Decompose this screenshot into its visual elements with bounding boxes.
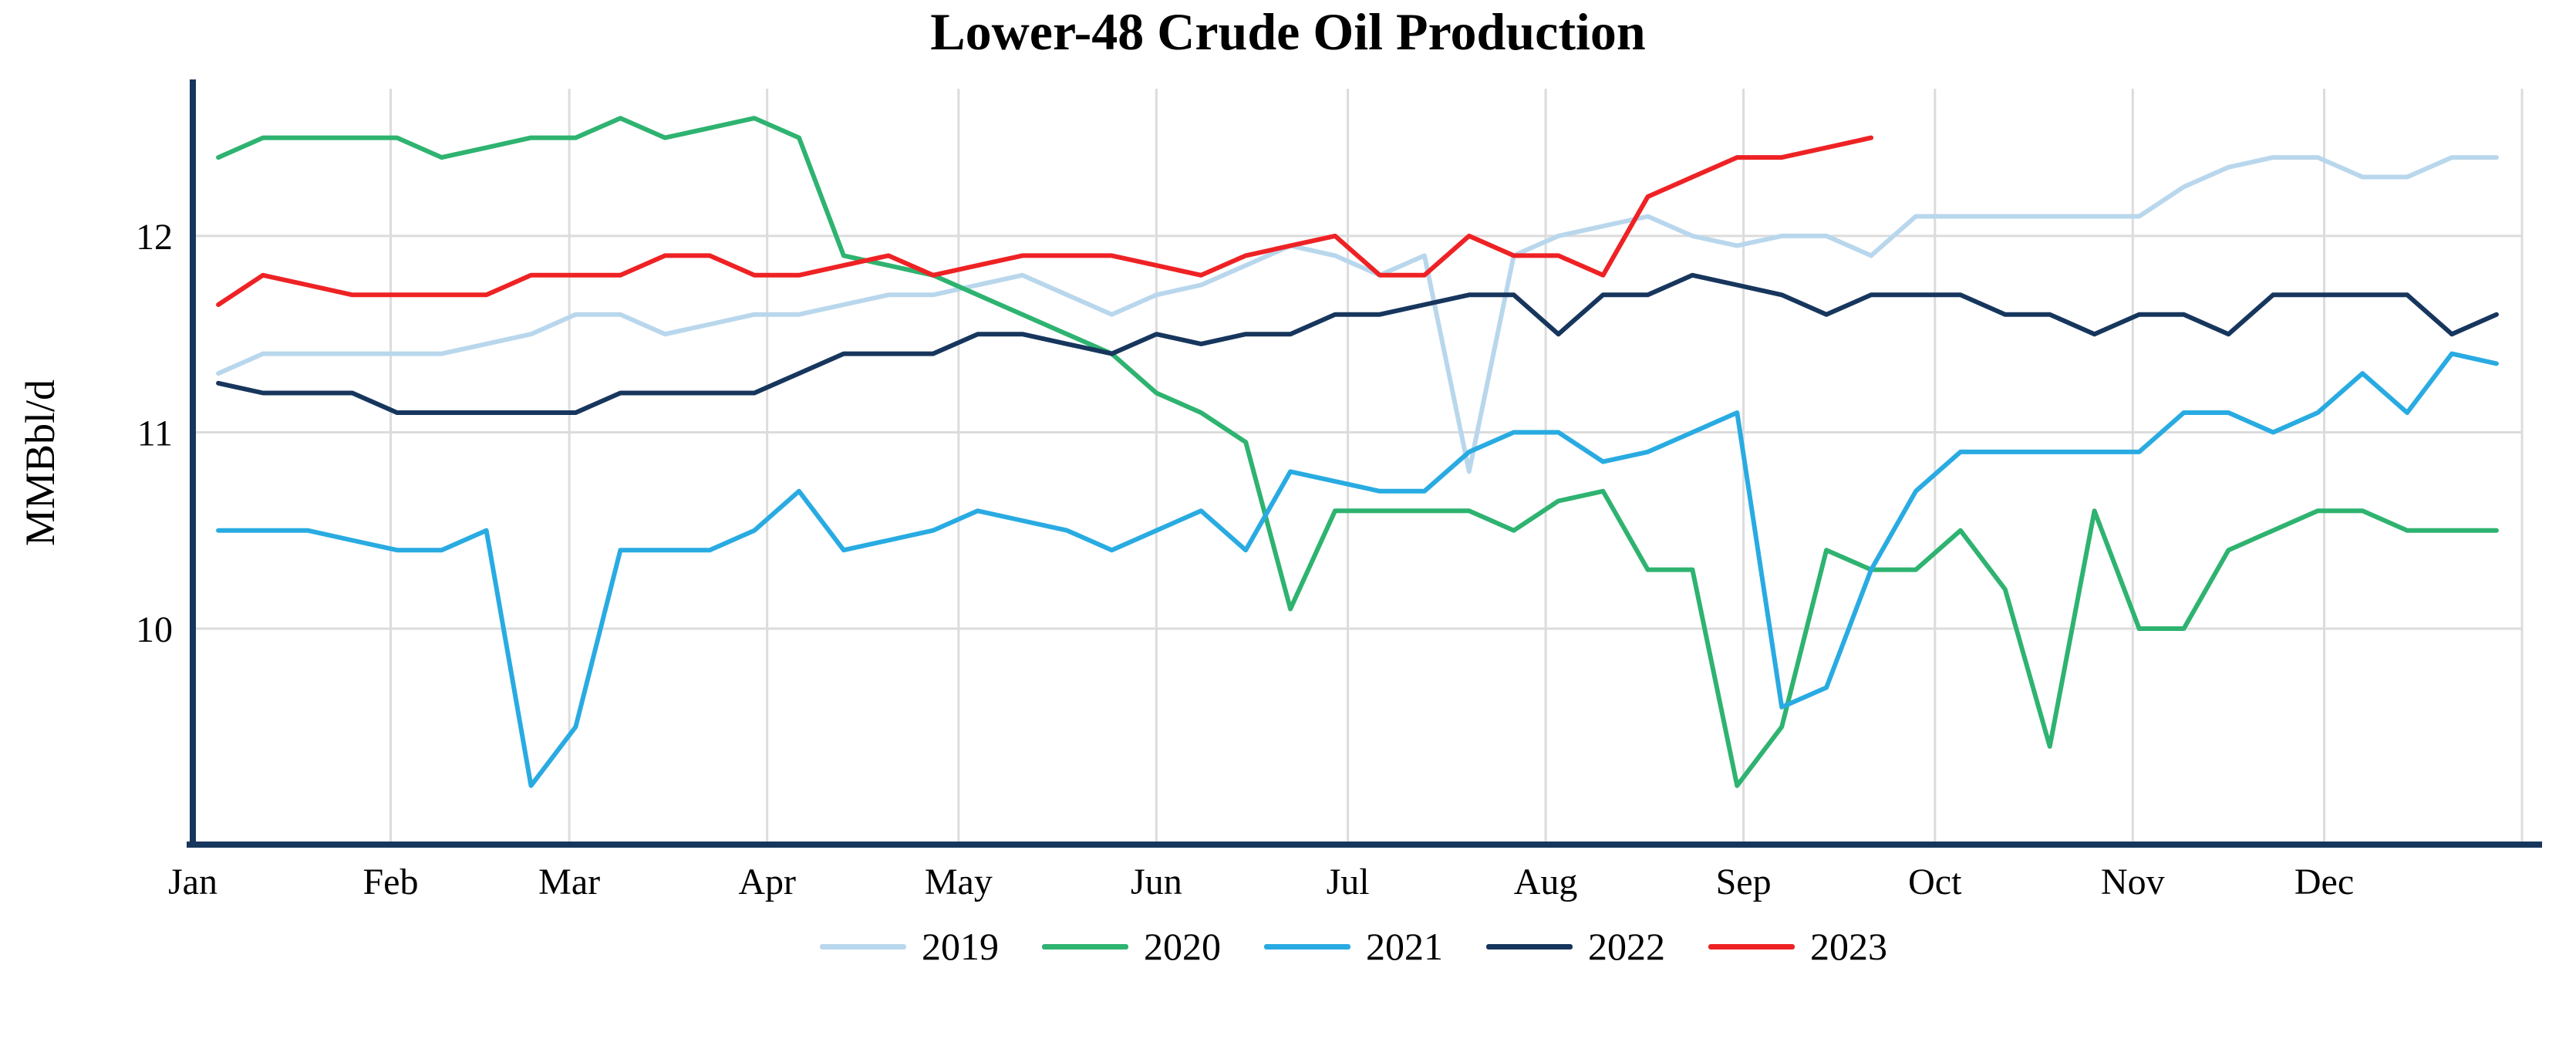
legend-item-2020: 2020: [1042, 924, 1221, 969]
legend-label-2021: 2021: [1366, 925, 1443, 968]
series-line-2023: [216, 135, 1874, 307]
y-tick-label: 10: [136, 609, 173, 650]
gridlines: [193, 89, 2524, 845]
legend-item-2023: 2023: [1708, 924, 1887, 969]
legend-swatch-2019: [820, 943, 906, 949]
series-line-2020: [216, 116, 2499, 788]
axes: [187, 79, 2542, 848]
y-tick-label: 12: [136, 217, 173, 258]
chart-title: Lower-48 Crude Oil Production: [930, 2, 1646, 61]
x-tick-label-dec: Dec: [2294, 862, 2354, 902]
legend-swatch-2022: [1486, 943, 1573, 949]
x-tick-label-mar: Mar: [538, 862, 600, 902]
x-tick-label-feb: Feb: [362, 862, 418, 902]
series-line-2019: [216, 155, 2499, 474]
x-tick-label-aug: Aug: [1514, 862, 1578, 902]
series-line-2022: [216, 272, 2499, 415]
x-tick-label-sep: Sep: [1716, 862, 1772, 902]
legend-item-2021: 2021: [1264, 924, 1443, 969]
legend-label-2022: 2022: [1588, 925, 1665, 968]
x-tick-label-nov: Nov: [2101, 862, 2165, 902]
y-tick-label: 11: [137, 413, 173, 454]
legend-swatch-2020: [1042, 943, 1128, 949]
legend-label-2023: 2023: [1810, 925, 1887, 968]
legend-label-2020: 2020: [1144, 925, 1221, 968]
legend-swatch-2023: [1708, 943, 1795, 949]
legend-item-2019: 2019: [820, 924, 999, 969]
x-tick-label-jul: Jul: [1327, 862, 1370, 902]
legend-item-2022: 2022: [1486, 924, 1665, 969]
legend-label-2019: 2019: [922, 925, 999, 968]
chart-legend: 2019 2020 2021 2022 2023: [0, 924, 2576, 969]
x-tick-label-may: May: [925, 862, 993, 902]
x-tick-label-jan: Jan: [168, 862, 217, 902]
x-tick-label-jun: Jun: [1131, 862, 1182, 902]
series-line-2021: [216, 351, 2499, 788]
x-tick-label-apr: Apr: [738, 862, 796, 902]
x-tick-label-oct: Oct: [1908, 862, 1962, 902]
legend-swatch-2021: [1264, 943, 1350, 949]
